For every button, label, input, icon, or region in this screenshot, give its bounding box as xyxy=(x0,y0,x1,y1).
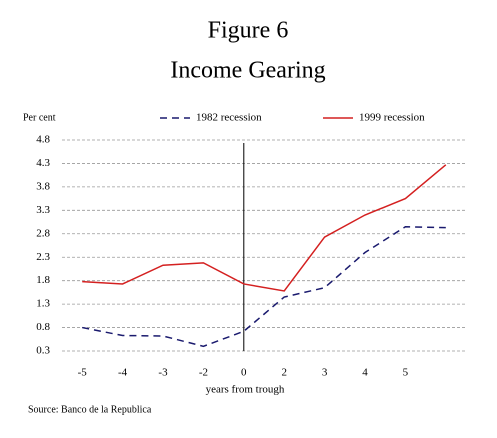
y-tick-label: 4.8 xyxy=(36,134,50,146)
chart-title: Figure 6 xyxy=(208,18,289,44)
x-tick-label: 4 xyxy=(362,367,368,379)
y-tick-label: 3.8 xyxy=(36,180,50,192)
chart-subtitle: Income Gearing xyxy=(170,58,325,84)
x-tick-label: 3 xyxy=(322,367,328,379)
y-axis-label: Per cent xyxy=(23,112,56,123)
y-tick-label: 1.3 xyxy=(36,298,50,310)
series-line xyxy=(82,225,446,348)
y-tick-label: 4.3 xyxy=(36,157,50,169)
x-tick-label: 0 xyxy=(241,367,247,379)
y-tick-label: 2.8 xyxy=(36,227,50,239)
x-axis-label: years from trough xyxy=(206,384,285,396)
y-tick-label: 0.3 xyxy=(36,345,50,357)
x-tick-label: 5 xyxy=(403,367,409,379)
y-tick-label: 1.8 xyxy=(36,274,50,286)
x-tick-label: -3 xyxy=(158,367,168,379)
x-tick-label: 2 xyxy=(281,367,287,379)
x-tick-label: -4 xyxy=(118,367,128,379)
legend-label: 1999 recession xyxy=(359,112,425,124)
y-tick-label: 3.3 xyxy=(36,204,50,216)
x-tick-label: -5 xyxy=(78,367,88,379)
y-tick-label: 0.8 xyxy=(36,321,50,333)
x-tick-label: -2 xyxy=(199,367,208,379)
series-line xyxy=(82,164,447,292)
y-tick-label: 2.3 xyxy=(36,251,50,263)
source: Source: Banco de la Republica xyxy=(28,404,152,415)
legend-label: 1982 recession xyxy=(196,112,262,124)
